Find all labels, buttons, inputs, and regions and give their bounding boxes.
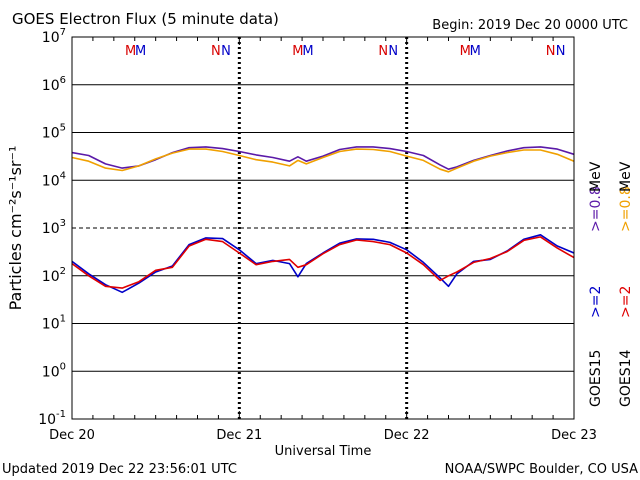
legend-goes14-unit: MeV [618,161,634,192]
orbit-marker: M [302,44,313,59]
begin-time-label: Begin: 2019 Dec 20 0000 UTC [432,18,628,33]
x-tick-label: Dec 23 [551,428,597,443]
orbit-marker: M [125,44,136,59]
x-tick-label: Dec 20 [49,428,95,443]
legend-goes14-sat: GOES14 [618,349,634,407]
series-line-2 [71,234,575,294]
orbit-marker: M [292,44,303,59]
orbit-marker: M [460,44,471,59]
y-tick-label: 101 [42,314,66,333]
legend-goes14: GOES14 >=2 >=0.8 MeV [618,161,634,407]
orbit-marker: N [388,44,398,59]
orbit-marker: N [556,44,566,59]
y-tick-label: 106 [42,75,66,94]
legend-goes15-e2: >=2 [588,286,604,318]
plot-grid [72,84,574,372]
orbit-marker: M [135,44,146,59]
legend-goes15: GOES15 >=2 >=0.8 MeV [588,161,604,407]
y-tick-label: 105 [42,123,66,142]
legend-goes14-e08: >=0.8 [618,186,634,232]
updated-timestamp: Updated 2019 Dec 22 23:56:01 UTC [2,462,237,477]
plot-frame [71,36,575,420]
x-axis-label: Universal Time [275,444,372,459]
legend-goes15-unit: MeV [588,161,604,192]
orbit-marker: N [221,44,231,59]
orbit-marker: N [378,44,388,59]
legend-goes15-e08: >=0.8 [588,186,604,232]
series-line-3 [71,236,575,289]
x-tick-labels: Dec 20 Dec 21 Dec 22 Dec 23 [49,428,597,443]
y-tick-label: 107 [42,27,66,46]
series-line-1 [71,148,575,173]
y-tick-label: 100 [42,361,66,380]
credit-label: NOAA/SWPC Boulder, CO USA [445,462,638,477]
y-axis-label: Particles cm⁻²s⁻¹sr⁻¹ [6,146,25,311]
series-layer [71,146,575,294]
y-tick-label: 102 [42,266,66,285]
orbit-marker: N [546,44,556,59]
y-tick-label: 10-1 [38,409,66,428]
x-tick-label: Dec 21 [216,428,262,443]
chart-title: GOES Electron Flux (5 minute data) [12,10,279,28]
legend-goes15-sat: GOES15 [588,350,604,407]
day-separators [71,37,575,419]
y-tick-labels: 10-1 100 101 102 103 104 105 106 107 [38,27,66,428]
orbit-marker: N [211,44,221,59]
y-tick-label: 103 [42,218,66,237]
orbit-marker: M [470,44,481,59]
legend-goes14-e2: >=2 [618,286,634,318]
x-tick-label: Dec 22 [384,428,430,443]
y-tick-label: 104 [42,170,66,189]
mnn-markers: MM N N MM N N MM N N [125,44,566,59]
